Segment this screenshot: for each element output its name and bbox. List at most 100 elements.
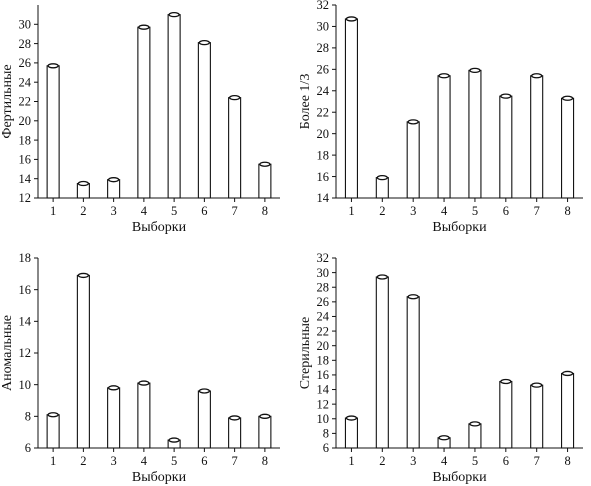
- fertile-bar: [107, 179, 121, 199]
- fertile-x-tick-label: 6: [201, 204, 207, 218]
- sterile-x-tick-label: 7: [534, 454, 540, 468]
- fertile-y-tick-label: 28: [19, 37, 32, 51]
- abnormal-x-tick-label: 8: [262, 454, 268, 468]
- sterile-x-tick-label: 2: [379, 454, 385, 468]
- fertile-y-axis-title: Фертильные: [0, 64, 15, 138]
- more-third-x-tick-label: 1: [348, 204, 354, 218]
- sterile-bar-cap: [500, 378, 512, 385]
- fertile-bar-cap: [47, 63, 59, 69]
- fertile-bar-cap: [198, 39, 211, 46]
- sterile-y-tick-label: 32: [317, 251, 330, 265]
- sterile-bar: [468, 423, 482, 449]
- fertile-x-tick-label: 2: [80, 204, 86, 218]
- sterile-bar: [499, 380, 513, 449]
- sterile-y-tick-label: 26: [317, 295, 330, 309]
- fertile-x-tick-label: 4: [141, 204, 148, 218]
- abnormal-bar: [107, 387, 121, 449]
- more-third-y-axis-title: Более 1/3: [298, 74, 313, 130]
- fertile-y-tick-label: 24: [19, 75, 32, 89]
- abnormal-x-tick-label: 1: [50, 454, 56, 468]
- more-third-y-tick-label: 20: [317, 127, 330, 141]
- fertile-bar-cap: [107, 177, 120, 183]
- abnormal-y-tick-label: 8: [25, 410, 31, 424]
- more-third-y-tick-label: 14: [317, 191, 330, 205]
- abnormal-x-tick-label: 5: [171, 454, 177, 468]
- fertile-y-tick-label: 30: [19, 18, 32, 32]
- abnormal-bar: [228, 417, 242, 449]
- fertile-bar-cap: [259, 161, 271, 167]
- abnormal-bar-cap: [47, 412, 59, 418]
- fertile-bar-cap: [228, 94, 241, 101]
- fertile-x-tick-label: 7: [232, 204, 238, 218]
- sterile-x-tick-label: 5: [472, 454, 478, 468]
- more-third-bar: [468, 69, 482, 199]
- fertile-bar: [258, 163, 272, 199]
- sterile-y-tick-label: 10: [317, 412, 330, 426]
- abnormal-bar-cap: [138, 380, 150, 386]
- fertile-y-tick-label: 18: [19, 133, 32, 147]
- sterile-x-axis-title: Выборки: [432, 470, 487, 485]
- abnormal-y-tick-label: 6: [25, 441, 31, 455]
- abnormal-bar: [258, 415, 272, 449]
- fertile-x-axis-title: Выборки: [132, 220, 187, 235]
- more-third-bar: [437, 75, 451, 199]
- more-third-bar: [344, 18, 358, 199]
- fertile-bar: [167, 14, 181, 199]
- abnormal-y-tick-label: 18: [19, 251, 32, 265]
- sterile-bar: [375, 276, 389, 449]
- fertile-x-tick-label: 5: [171, 204, 177, 218]
- abnormal-bar-cap: [77, 272, 90, 279]
- fertile-bar: [46, 65, 60, 199]
- sterile-y-tick-label: 14: [317, 383, 330, 397]
- abnormal-bar-cap: [168, 437, 180, 443]
- sterile-bar: [344, 417, 358, 449]
- sterile-bar: [406, 296, 420, 449]
- more-third-x-tick-label: 4: [441, 204, 448, 218]
- sterile-y-tick-label: 28: [317, 280, 330, 294]
- abnormal-bar: [46, 414, 60, 449]
- fertile-bar-cap: [168, 11, 180, 18]
- fertile-y-tick-label: 26: [19, 56, 32, 70]
- abnormal-y-tick-label: 12: [19, 346, 32, 360]
- fertile-y-tick-label: 22: [19, 95, 32, 109]
- abnormal-x-tick-label: 2: [80, 454, 86, 468]
- sterile-bar-cap: [438, 435, 450, 441]
- more-third-bar-cap: [345, 16, 358, 22]
- abnormal-y-tick-label: 16: [19, 283, 32, 297]
- sterile-bar: [561, 372, 575, 449]
- sterile-y-tick-label: 18: [317, 354, 330, 368]
- fertile-bar-cap: [138, 24, 150, 30]
- abnormal-bar: [76, 274, 90, 449]
- more-third-y-tick-label: 32: [317, 0, 330, 12]
- fertile-bar-cap: [77, 180, 90, 187]
- sterile-bar-cap: [531, 382, 543, 388]
- fertile-x-tick-label: 1: [50, 204, 56, 218]
- fertile-y-tick-label: 14: [19, 172, 32, 186]
- more-third-bar: [375, 177, 389, 199]
- more-third-x-tick-label: 3: [410, 204, 416, 218]
- sterile-bar: [530, 384, 544, 449]
- sterile-x-tick-label: 8: [564, 454, 570, 468]
- abnormal-x-axis-title: Выборки: [132, 470, 187, 485]
- more-third-bar-cap: [469, 67, 481, 74]
- sterile-x-tick-label: 1: [348, 454, 354, 468]
- more-third-x-tick-label: 5: [472, 204, 478, 218]
- more-third-bar-cap: [531, 73, 543, 79]
- sterile-x-tick-label: 4: [441, 454, 448, 468]
- chart-more-third: 14 16 18 20 22 24 26 28 30 32 1 2 3 4 5 6 7 8 Выборки Более…: [298, 0, 583, 235]
- more-third-x-tick-label: 2: [379, 204, 385, 218]
- sterile-y-tick-label: 22: [317, 324, 330, 338]
- more-third-bar-cap: [561, 95, 574, 101]
- abnormal-y-tick-label: 10: [19, 378, 32, 392]
- sterile-y-axis-title: Стерильные: [298, 317, 313, 389]
- sterile-x-tick-label: 6: [503, 454, 509, 468]
- more-third-bar-cap: [376, 174, 388, 181]
- sterile-bar-cap: [561, 370, 574, 377]
- abnormal-x-tick-label: 7: [232, 454, 238, 468]
- more-third-bar-cap: [438, 73, 450, 79]
- fertile-y-tick-label: 16: [19, 153, 32, 167]
- abnormal-bar-cap: [198, 388, 211, 394]
